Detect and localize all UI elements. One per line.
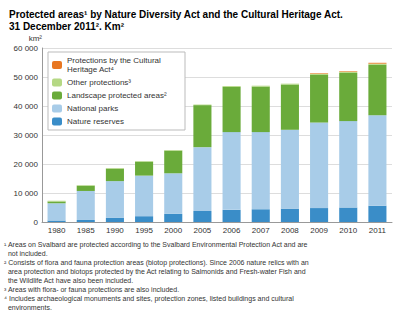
svg-text:Protected areas¹ by Nature Div: Protected areas¹ by Nature Diversity Act… xyxy=(9,9,343,20)
svg-text:30 000: 30 000 xyxy=(14,131,39,140)
svg-text:1980: 1980 xyxy=(48,226,66,235)
svg-text:2005: 2005 xyxy=(194,226,212,235)
svg-text:10 000: 10 000 xyxy=(14,189,39,198)
svg-text:1990: 1990 xyxy=(106,226,124,235)
svg-text:Landscape protected areas²: Landscape protected areas² xyxy=(67,91,167,100)
svg-text:km²: km² xyxy=(29,34,43,43)
svg-text:50 000: 50 000 xyxy=(14,73,39,82)
svg-text:the Wildlife Act have also bee: the Wildlife Act have also been included… xyxy=(4,277,133,284)
svg-text:60 000: 60 000 xyxy=(14,44,39,53)
svg-text:2009: 2009 xyxy=(310,226,328,235)
svg-text:Heritage Act⁴: Heritage Act⁴ xyxy=(67,65,115,74)
svg-text:² Consists of flora and fauna: ² Consists of flora and fauna protection… xyxy=(4,259,309,267)
svg-text:⁴ Includes archaeological monu: ⁴ Includes archaeological monuments and … xyxy=(4,295,294,303)
svg-text:40 000: 40 000 xyxy=(14,102,39,111)
svg-text:environments.: environments. xyxy=(4,304,52,311)
svg-text:2011: 2011 xyxy=(369,226,387,235)
svg-text:20 000: 20 000 xyxy=(14,160,39,169)
svg-text:31 December 2011². Km²: 31 December 2011². Km² xyxy=(9,21,125,32)
svg-text:2006: 2006 xyxy=(223,226,241,235)
svg-text:Protections by the Cultural: Protections by the Cultural xyxy=(67,56,163,65)
svg-text:1995: 1995 xyxy=(135,226,153,235)
svg-text:2008: 2008 xyxy=(281,226,299,235)
svg-text:Other protections³: Other protections³ xyxy=(67,78,131,87)
svg-text:Nature reserves: Nature reserves xyxy=(67,117,124,126)
svg-text:2010: 2010 xyxy=(339,226,357,235)
svg-text:1985: 1985 xyxy=(77,226,95,235)
svg-text:2007: 2007 xyxy=(252,226,270,235)
svg-text:³ Areas with flora- or fauna p: ³ Areas with flora- or fauna protections… xyxy=(4,286,179,294)
svg-text:2000: 2000 xyxy=(164,226,182,235)
svg-text:¹ Areas on Svalbard are protec: ¹ Areas on Svalbard are protected accord… xyxy=(4,241,308,249)
svg-text:0: 0 xyxy=(34,218,39,227)
svg-text:National parks: National parks xyxy=(67,104,118,113)
svg-text:area protection and biotops pr: area protection and biotops protected by… xyxy=(4,268,306,276)
svg-text:not included.: not included. xyxy=(4,250,48,257)
